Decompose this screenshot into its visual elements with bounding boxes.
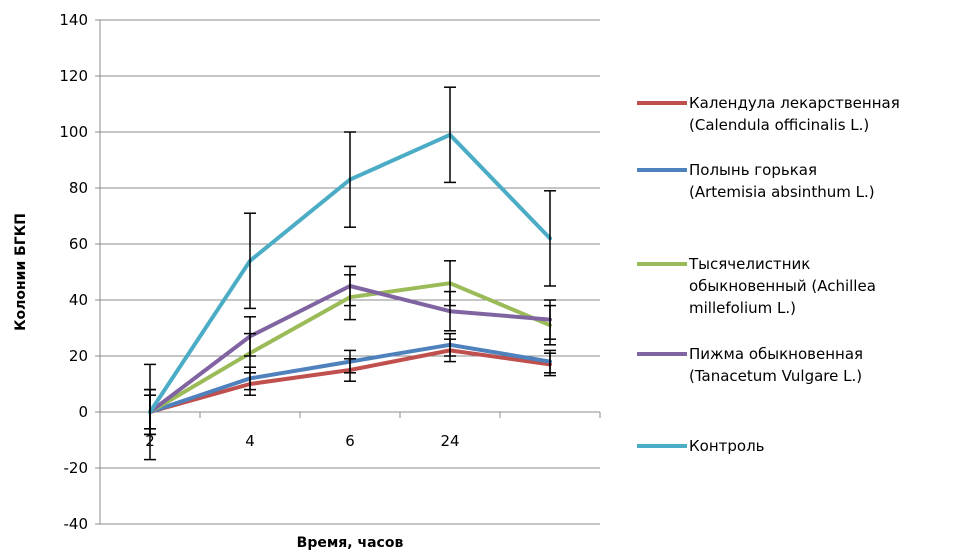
x-tick-label: 6: [345, 432, 355, 450]
y-tick-label: 140: [59, 11, 88, 29]
legend-label-line: Пижма обыкновенная: [689, 345, 863, 363]
legend-label: Календула лекарственная (Calendula offici…: [689, 94, 900, 134]
legend-label-line: (Tanacetum Vulgare L.): [689, 367, 862, 385]
y-tick-label: 80: [69, 179, 88, 197]
legend-label: Контроль: [689, 437, 765, 455]
legend-label-line: обыкновенный (Achillea: [689, 277, 876, 295]
y-axis-title: Колонии БГКП: [13, 213, 29, 331]
y-tick-label: 60: [69, 235, 88, 253]
x-axis-title: Время, часов: [297, 535, 404, 551]
y-tick-label: 20: [69, 347, 88, 365]
legend-label-line: millefolium L.): [689, 299, 796, 317]
legend-label-line: Полынь горькая: [689, 161, 817, 179]
x-tick-label: 4: [245, 432, 255, 450]
y-tick-label: 40: [69, 291, 88, 309]
y-tick-label: -20: [64, 459, 89, 477]
x-tick-label: 24: [440, 432, 459, 450]
y-tick-label: 0: [78, 403, 88, 421]
legend-label: Тысячелистник обыкновенный (Achillea mille…: [688, 255, 876, 317]
legend-label-line: Календула лекарственная: [689, 94, 900, 112]
legend-label-line: (Artemisia absinthum L.): [689, 183, 875, 201]
legend-label: Полынь горькая (Artemisia absinthum L.): [689, 161, 875, 201]
legend-label-line: Контроль: [689, 437, 765, 455]
legend-label-line: (Calendula officinalis L.): [689, 116, 869, 134]
y-tick-label: 120: [59, 67, 88, 85]
legend-label: Пижма обыкновенная (Tanacetum Vulgare L.): [689, 345, 863, 385]
y-tick-label: 100: [59, 123, 88, 141]
legend-label-line: Тысячелистник: [688, 255, 810, 273]
y-tick-label: -40: [64, 515, 89, 533]
